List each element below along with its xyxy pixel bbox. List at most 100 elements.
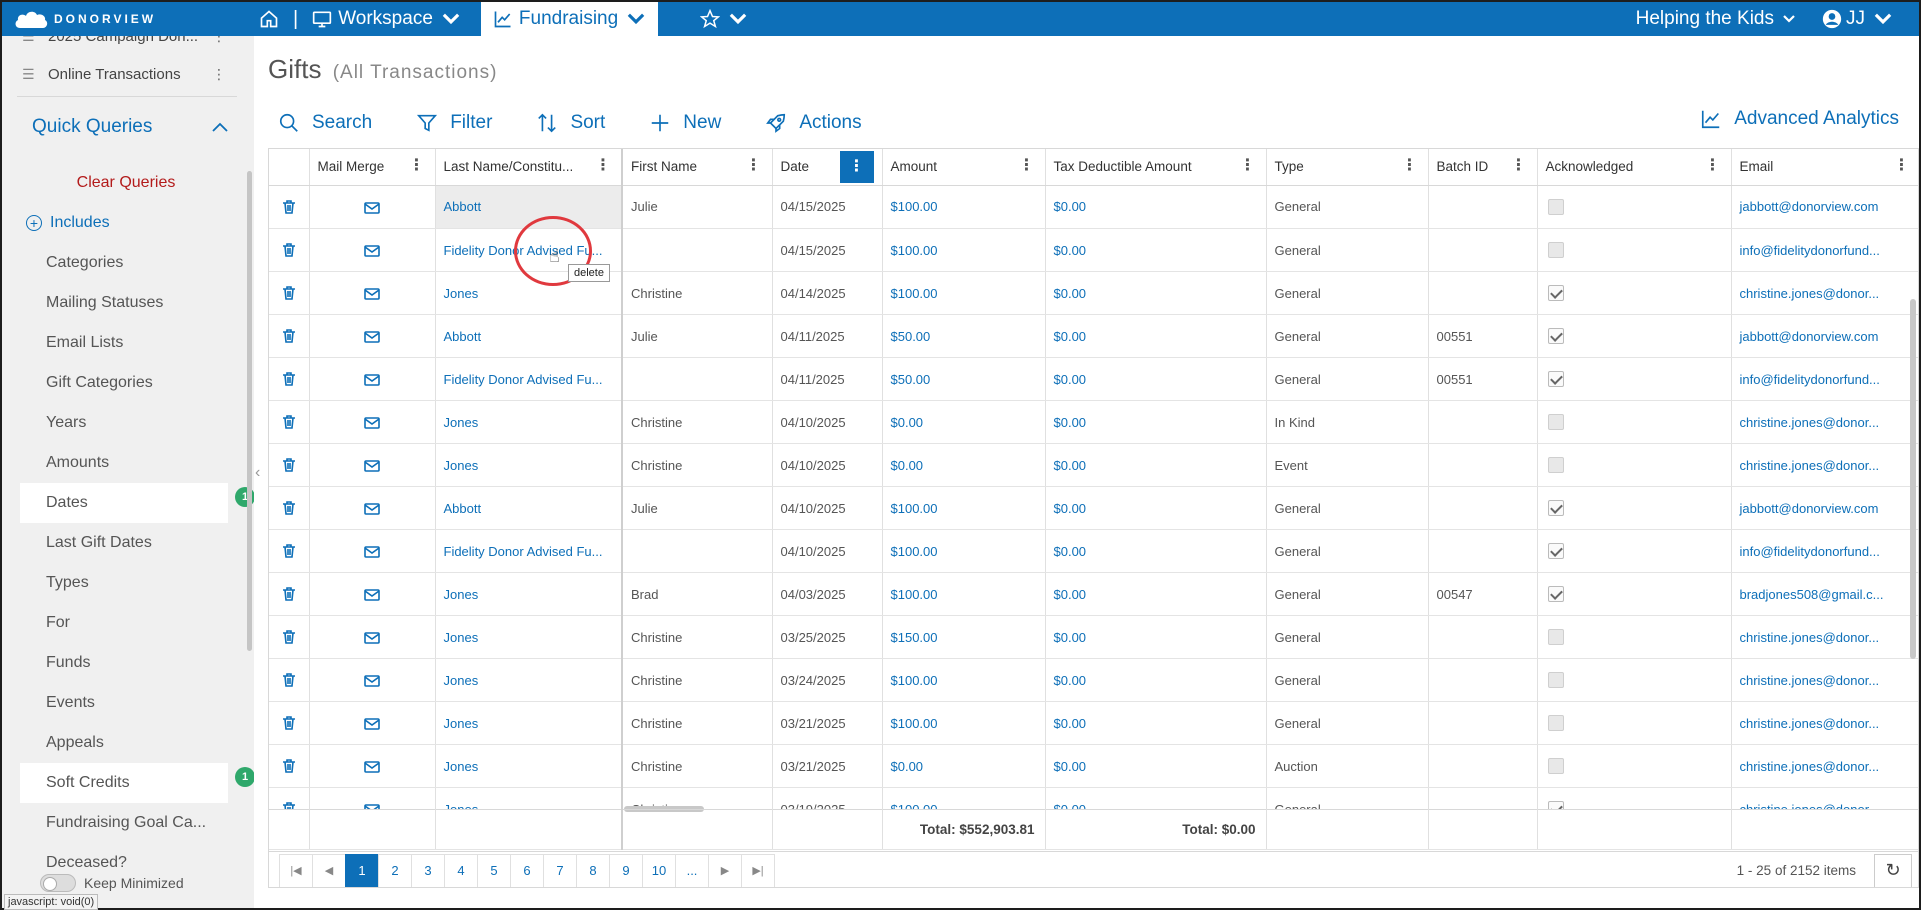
- email-link[interactable]: bradjones508@gmail.c...: [1731, 572, 1918, 616]
- table-row[interactable]: Jones Christine 03/25/2025 $150.00 $0.00 Gene…: [269, 615, 1918, 659]
- more-vertical-icon[interactable]: ⋮: [1704, 157, 1721, 174]
- amount-link[interactable]: $100.00: [882, 271, 1046, 315]
- column-header-batch-id[interactable]: Batch ID ⋮: [1428, 149, 1538, 186]
- keep-minimized-toggle[interactable]: Keep Minimized: [40, 874, 184, 892]
- acknowledged-checkbox[interactable]: [1547, 543, 1564, 560]
- table-row[interactable]: Jones Christine 04/10/2025 $0.00 $0.00 Event c…: [269, 443, 1918, 487]
- column-header-mail-merge[interactable]: Mail Merge ⋮: [309, 149, 436, 186]
- quick-query-item[interactable]: Funds: [2, 643, 254, 683]
- acknowledged-checkbox[interactable]: [1547, 457, 1564, 474]
- page-button[interactable]: 10: [642, 853, 676, 887]
- acknowledged-checkbox[interactable]: [1547, 199, 1564, 216]
- email-link[interactable]: info@fidelitydonorfund...: [1731, 228, 1918, 272]
- delete-button[interactable]: [269, 486, 310, 530]
- more-vertical-icon[interactable]: ⋮: [1401, 157, 1418, 174]
- mail-merge-button[interactable]: [309, 787, 436, 810]
- amount-link[interactable]: $100.00: [882, 486, 1046, 530]
- email-link[interactable]: info@fidelitydonorfund...: [1731, 357, 1918, 401]
- column-header-email[interactable]: Email ⋮: [1731, 149, 1918, 186]
- page-button[interactable]: 5: [477, 853, 511, 887]
- delete-button[interactable]: [269, 271, 310, 315]
- mail-merge-button[interactable]: [309, 615, 436, 659]
- table-row[interactable]: Abbott Julie 04/15/2025 $100.00 $0.00 General…: [269, 185, 1918, 229]
- last-name-link[interactable]: Jones: [435, 744, 623, 788]
- first-page-icon[interactable]: |◀: [279, 853, 313, 887]
- amount-link[interactable]: $0.00: [882, 744, 1046, 788]
- quick-query-item[interactable]: Deceased?: [2, 843, 254, 883]
- workspace-menu[interactable]: Workspace: [300, 2, 473, 36]
- tax-deductible-link[interactable]: $0.00: [1045, 271, 1267, 315]
- tax-deductible-link[interactable]: $0.00: [1045, 314, 1267, 358]
- more-vertical-icon[interactable]: ⋮: [839, 151, 874, 183]
- page-button[interactable]: 3: [411, 853, 445, 887]
- acknowledged-checkbox[interactable]: [1547, 242, 1564, 259]
- last-name-link[interactable]: Fidelity Donor Advised Fu...: [435, 357, 623, 401]
- amount-link[interactable]: $50.00: [882, 314, 1046, 358]
- mail-merge-button[interactable]: [309, 486, 436, 530]
- page-button[interactable]: 1: [345, 853, 379, 887]
- more-vertical-icon[interactable]: ⋮: [212, 36, 226, 45]
- delete-button[interactable]: [269, 658, 310, 702]
- quick-query-item[interactable]: Categories: [2, 243, 254, 283]
- new-button[interactable]: New: [649, 112, 721, 134]
- page-button[interactable]: 6: [510, 853, 544, 887]
- more-vertical-icon[interactable]: ⋮: [408, 157, 425, 174]
- email-link[interactable]: christine.jones@donor...: [1731, 615, 1918, 659]
- amount-link[interactable]: $100.00: [882, 529, 1046, 573]
- amount-link[interactable]: $100.00: [882, 701, 1046, 745]
- acknowledged-checkbox[interactable]: [1547, 328, 1564, 345]
- more-vertical-icon[interactable]: ⋮: [1018, 157, 1035, 174]
- amount-link[interactable]: $150.00: [882, 615, 1046, 659]
- table-row[interactable]: Abbott Julie 04/11/2025 $50.00 $0.00 General 0…: [269, 314, 1918, 358]
- mail-merge-button[interactable]: [309, 228, 436, 272]
- page-button[interactable]: 7: [543, 853, 577, 887]
- table-row[interactable]: Jones Christine 03/21/2025 $0.00 $0.00 Auctio…: [269, 744, 1918, 788]
- filter-button[interactable]: Filter: [416, 112, 492, 134]
- amount-link[interactable]: $50.00: [882, 357, 1046, 401]
- mail-merge-button[interactable]: [309, 400, 436, 444]
- table-row[interactable]: Abbott Julie 04/10/2025 $100.00 $0.00 General…: [269, 486, 1918, 530]
- tax-deductible-link[interactable]: $0.00: [1045, 185, 1267, 229]
- acknowledged-checkbox[interactable]: [1547, 672, 1564, 689]
- mail-merge-button[interactable]: [309, 185, 436, 229]
- more-vertical-icon[interactable]: ⋮: [212, 65, 226, 82]
- column-header-type[interactable]: Type ⋮: [1266, 149, 1429, 186]
- prev-page-icon[interactable]: ◀: [312, 853, 346, 887]
- sidebar-scrollbar[interactable]: [247, 171, 252, 651]
- delete-button[interactable]: [269, 615, 310, 659]
- last-name-link[interactable]: Abbott: [435, 185, 623, 229]
- column-header-date[interactable]: Date ⋮: [772, 149, 883, 186]
- tax-deductible-link[interactable]: $0.00: [1045, 486, 1267, 530]
- user-menu[interactable]: JJ: [1822, 8, 1919, 30]
- quick-query-item[interactable]: For: [2, 603, 254, 643]
- email-link[interactable]: jabbott@donorview.com: [1731, 314, 1918, 358]
- mail-merge-button[interactable]: [309, 701, 436, 745]
- acknowledged-checkbox[interactable]: [1547, 371, 1564, 388]
- mail-merge-button[interactable]: [309, 357, 436, 401]
- table-row[interactable]: Fidelity Donor Advised Fu... 04/11/2025 $5…: [269, 357, 1918, 401]
- more-vertical-icon[interactable]: ⋮: [595, 157, 611, 174]
- last-name-link[interactable]: Jones: [435, 443, 623, 487]
- email-link[interactable]: christine.jones@donor...: [1731, 271, 1918, 315]
- acknowledged-checkbox[interactable]: [1547, 801, 1564, 810]
- fundraising-menu[interactable]: Fundraising: [480, 2, 659, 36]
- last-name-link[interactable]: Jones: [435, 572, 623, 616]
- donorview-logo[interactable]: DONORVIEW: [2, 2, 247, 36]
- organization-menu[interactable]: Helping the Kids: [1636, 8, 1822, 30]
- email-link[interactable]: christine.jones@donor...: [1731, 787, 1918, 810]
- table-row[interactable]: JonesChristine03/19/2025$100.00$0.00Gene…: [269, 787, 1918, 810]
- last-name-link[interactable]: Abbott: [435, 486, 623, 530]
- tax-deductible-link[interactable]: $0.00: [1045, 787, 1267, 810]
- tax-deductible-link[interactable]: $0.00: [1045, 701, 1267, 745]
- quick-query-item[interactable]: Appeals: [2, 723, 254, 763]
- last-name-link[interactable]: Abbott: [435, 314, 623, 358]
- mail-merge-button[interactable]: [309, 658, 436, 702]
- amount-link[interactable]: $100.00: [882, 228, 1046, 272]
- quick-query-item[interactable]: Amounts: [2, 443, 254, 483]
- quick-queries-header[interactable]: Quick Queries: [2, 97, 254, 157]
- amount-link[interactable]: $0.00: [882, 400, 1046, 444]
- search-button[interactable]: Search: [278, 112, 372, 134]
- delete-button[interactable]: [269, 572, 310, 616]
- quick-query-item[interactable]: Fundraising Goal Ca...: [2, 803, 254, 843]
- last-name-link[interactable]: Jones: [435, 658, 623, 702]
